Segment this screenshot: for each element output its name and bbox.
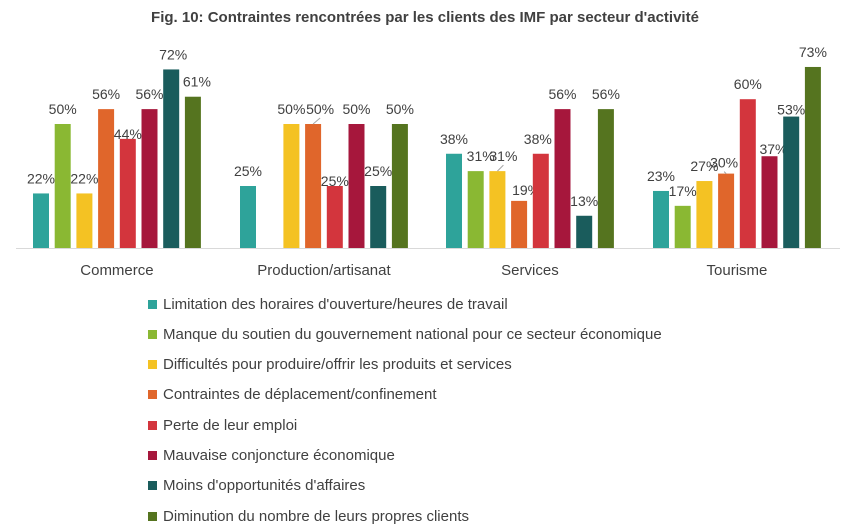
x-tick-label: Production/artisanat — [257, 262, 391, 279]
data-label: 22% — [70, 170, 98, 186]
data-label: 56% — [135, 86, 163, 102]
bar — [348, 124, 365, 248]
bar — [804, 66, 821, 249]
legend-swatch — [148, 451, 157, 460]
bar — [467, 171, 484, 248]
bar — [446, 153, 462, 248]
legend-item: Manque du soutien du gouvernement nation… — [148, 324, 662, 344]
bar — [597, 109, 614, 249]
data-label: 73% — [799, 44, 827, 60]
bar — [305, 124, 322, 248]
data-label: 50% — [277, 101, 305, 117]
x-tick-label: Tourisme — [707, 262, 768, 279]
legend-label: Contraintes de déplacement/confinement — [163, 386, 437, 404]
label-leader-line — [312, 117, 321, 125]
data-label: 23% — [647, 168, 675, 184]
bar — [119, 138, 136, 248]
bar — [326, 186, 343, 248]
legend-swatch — [148, 390, 157, 400]
bar — [240, 186, 256, 248]
data-label: 25% — [364, 163, 392, 179]
legend-item: Contraintes de déplacement/confinement — [148, 385, 437, 405]
legend-swatch — [148, 329, 157, 339]
data-label: 30% — [710, 155, 738, 171]
data-label: 38% — [440, 131, 468, 147]
data-label: 53% — [777, 102, 805, 118]
legend-item: Moins d'opportunités d'affaires — [148, 476, 365, 496]
data-label: 44% — [114, 126, 142, 142]
legend-label: Difficultés pour produire/offrir les pro… — [163, 356, 512, 374]
bar — [54, 124, 71, 248]
data-label: 56% — [548, 86, 576, 102]
legend-item: Difficultés pour produire/offrir les pro… — [148, 355, 512, 375]
bar — [718, 173, 735, 248]
data-label: 31% — [467, 148, 495, 164]
data-label: 50% — [342, 101, 370, 117]
legend-label: Perte de leur emploi — [163, 416, 298, 434]
data-label: 38% — [524, 131, 552, 147]
legend-item: Limitation des horaires d'ouverture/heur… — [148, 294, 508, 314]
data-label: 37% — [759, 141, 787, 157]
bar — [184, 96, 201, 248]
data-label: 50% — [49, 101, 77, 117]
data-label: 61% — [183, 74, 211, 90]
bar — [98, 109, 115, 249]
data-label: 56% — [92, 86, 120, 102]
bar — [370, 186, 387, 248]
bar — [576, 215, 593, 248]
x-tick-label: Services — [501, 262, 559, 279]
bar — [739, 99, 756, 248]
chart-title: Fig. 10: Contraintes rencontrées par les… — [151, 9, 699, 26]
bar — [489, 171, 506, 248]
data-label: 31% — [489, 148, 517, 164]
label-leader-line — [497, 164, 504, 172]
legend-swatch — [148, 481, 157, 491]
legend-swatch — [148, 299, 157, 309]
bar — [783, 116, 800, 248]
data-label: 72% — [159, 46, 187, 62]
bar — [674, 205, 691, 248]
bar — [696, 181, 713, 248]
bar — [761, 156, 778, 248]
label-leader-line — [723, 171, 727, 174]
data-label: 17% — [669, 183, 697, 199]
legend-label: Moins d'opportunités d'affaires — [163, 477, 366, 495]
legend-swatch — [148, 511, 157, 521]
data-label: 50% — [386, 101, 414, 117]
data-label: 25% — [234, 163, 262, 179]
data-label: 56% — [592, 86, 620, 102]
legend-swatch — [148, 360, 157, 370]
bar — [511, 200, 528, 248]
bar — [532, 153, 549, 248]
legend-label: Diminution du nombre de leurs propres cl… — [163, 507, 469, 525]
data-label: 50% — [306, 101, 334, 117]
data-label: 25% — [321, 173, 349, 189]
legend-item: Diminution du nombre de leurs propres cl… — [148, 506, 469, 526]
bar — [283, 124, 300, 248]
data-label: 60% — [734, 76, 762, 92]
bar — [33, 193, 49, 248]
x-tick-label: Commerce — [80, 262, 153, 279]
data-label: 22% — [27, 170, 55, 186]
legend-label: Manque du soutien du gouvernement nation… — [163, 325, 662, 343]
legend-item: Perte de leur emploi — [148, 415, 297, 435]
legend-label: Limitation des horaires d'ouverture/heur… — [163, 295, 508, 313]
bar — [163, 69, 180, 248]
bar — [76, 193, 93, 248]
legend-swatch — [148, 420, 157, 430]
bar — [391, 124, 408, 248]
legend-item: Mauvaise conjoncture économique — [148, 446, 395, 466]
data-label: 13% — [570, 193, 598, 209]
bar — [141, 109, 158, 249]
data-label: 27% — [690, 158, 718, 174]
bar — [653, 190, 669, 248]
bar — [554, 109, 571, 249]
legend-label: Mauvaise conjoncture économique — [163, 447, 395, 464]
